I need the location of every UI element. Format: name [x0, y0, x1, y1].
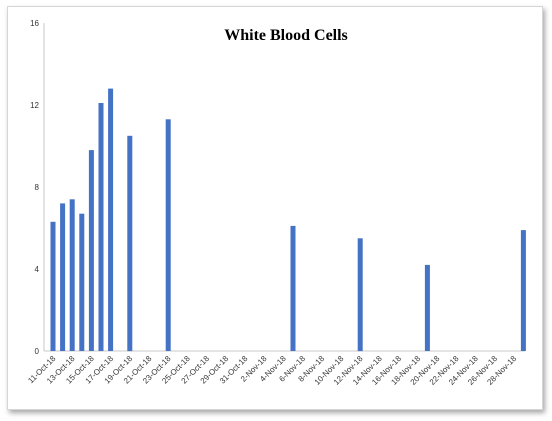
- bar: [79, 213, 85, 351]
- bar: [108, 88, 114, 351]
- y-tick-label: 8: [35, 183, 40, 192]
- y-tick-label: 4: [35, 265, 40, 274]
- y-tick-label: 16: [30, 19, 39, 28]
- chart-title: White Blood Cells: [224, 27, 348, 44]
- bar: [69, 199, 75, 351]
- y-tick-label: 12: [30, 101, 39, 110]
- x-tick-labels: 11-Oct-1813-Oct-1815-Oct-1817-Oct-1819-O…: [26, 354, 518, 387]
- bar: [357, 238, 363, 352]
- bar: [127, 135, 133, 352]
- bar: [165, 119, 171, 351]
- bar: [60, 203, 66, 351]
- bar: [88, 150, 94, 351]
- y-tick-label: 0: [35, 347, 40, 356]
- bar: [520, 230, 526, 351]
- bar: [424, 264, 430, 351]
- bar: [290, 225, 296, 351]
- bars-group: [50, 88, 526, 352]
- chart-frame: [7, 6, 543, 410]
- bar: [50, 221, 56, 351]
- y-tick-labels: 0 4 8 12 16: [30, 19, 39, 356]
- bar: [98, 103, 104, 351]
